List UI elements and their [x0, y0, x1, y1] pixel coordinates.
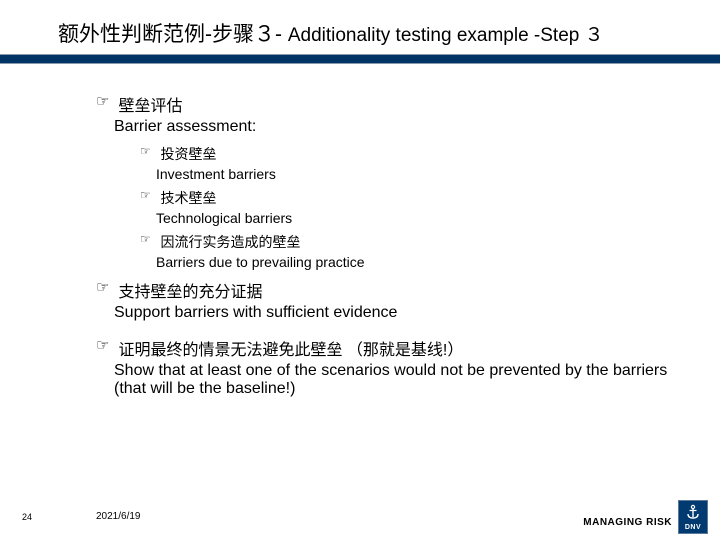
page-number: 24: [22, 512, 32, 522]
pointing-hand-icon: ☞: [96, 92, 114, 110]
title-cn: 额外性判断范例-步骤３-: [58, 23, 288, 46]
sub-cn: 投资壁垒: [160, 146, 216, 162]
sub-bullet-list: ☞ 投资壁垒 Investment barriers ☞ 技术壁垒 Techno…: [140, 144, 680, 270]
bullet-cn: 支持壁垒的充分证据: [118, 284, 262, 301]
anchor-icon: [685, 504, 701, 520]
sub-bullet-prevailing: ☞ 因流行实务造成的壁垒 Barriers due to prevailing …: [140, 232, 680, 270]
sub-cn: 因流行实务造成的壁垒: [160, 234, 300, 250]
pointing-hand-icon: ☞: [140, 188, 156, 202]
sub-en: Technological barriers: [156, 210, 680, 226]
logo-text: DNV: [685, 524, 701, 531]
title-en: Additionality testing example -Step ３: [288, 25, 604, 46]
bullet-en: Support barriers with sufficient evidenc…: [114, 304, 680, 322]
dnv-logo: DNV: [678, 500, 708, 534]
bullet-cn: 证明最终的情景无法避免此壁垒 （那就是基线!）: [118, 342, 463, 359]
sub-en: Investment barriers: [156, 166, 680, 182]
sub-cn: 技术壁垒: [160, 190, 216, 206]
title-underline: [0, 54, 720, 64]
bullet-cn: 壁垒评估: [118, 98, 182, 115]
sub-bullet-investment: ☞ 投资壁垒 Investment barriers: [140, 144, 680, 182]
bullet-en: Barrier assessment:: [114, 118, 680, 136]
bullet-show-scenario: ☞ 证明最终的情景无法避免此壁垒 （那就是基线!） Show that at l…: [96, 336, 680, 398]
sub-en: Barriers due to prevailing practice: [156, 254, 680, 270]
pointing-hand-icon: ☞: [96, 336, 114, 354]
bullet-barrier-assessment: ☞ 壁垒评估 Barrier assessment:: [96, 92, 680, 136]
pointing-hand-icon: ☞: [96, 278, 114, 296]
tagline: MANAGING RISK: [583, 517, 672, 528]
content-area: ☞ 壁垒评估 Barrier assessment: ☞ 投资壁垒 Invest…: [0, 64, 720, 398]
bullet-en: Show that at least one of the scenarios …: [114, 362, 680, 398]
slide-title: 额外性判断范例-步骤３- Additionality testing examp…: [0, 0, 720, 48]
footer: 24 2021/6/19 MANAGING RISK DNV: [0, 500, 720, 540]
footer-right: MANAGING RISK DNV: [583, 500, 708, 534]
bullet-support-evidence: ☞ 支持壁垒的充分证据 Support barriers with suffic…: [96, 278, 680, 322]
pointing-hand-icon: ☞: [140, 232, 156, 246]
pointing-hand-icon: ☞: [140, 144, 156, 158]
sub-bullet-technological: ☞ 技术壁垒 Technological barriers: [140, 188, 680, 226]
footer-date: 2021/6/19: [96, 511, 141, 522]
